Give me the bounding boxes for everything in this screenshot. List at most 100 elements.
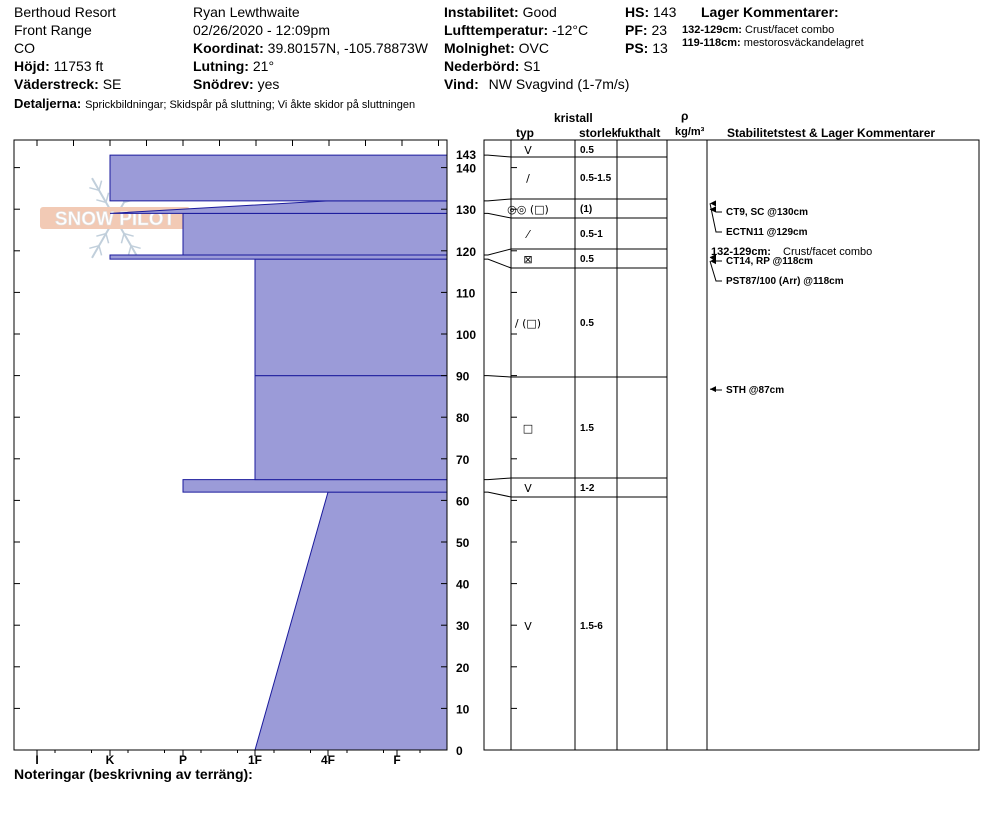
datetime: 02/26/2020 - 12:09pm bbox=[193, 22, 330, 38]
height-label: 100 bbox=[456, 328, 476, 342]
grain-type-2: □ bbox=[523, 422, 533, 435]
hardness-label: 4F bbox=[321, 753, 335, 767]
hardness-label: 1F bbox=[248, 753, 262, 767]
grain-type-1: V bbox=[524, 482, 532, 495]
stability-test-3: PST87/100 (Arr) @118cm bbox=[726, 276, 844, 287]
height-label: 50 bbox=[456, 536, 470, 550]
air-temp-label: Lufttemperatur: bbox=[444, 22, 549, 38]
height-label: 140 bbox=[456, 162, 476, 176]
sky-row: Molnighet: OVC bbox=[444, 40, 549, 56]
height-label: 20 bbox=[456, 661, 470, 675]
elevation-label: Höjd: bbox=[14, 58, 50, 74]
hardness-layer-2 bbox=[254, 375, 448, 481]
depth-connector bbox=[484, 154, 512, 158]
grain-type-7: / bbox=[526, 172, 530, 185]
grain-size-0: 1.5-6 bbox=[580, 621, 603, 632]
layer-comment-1: 132-129cm: Crust/facet combo bbox=[682, 24, 834, 37]
state: CO bbox=[14, 40, 35, 56]
ps-label: PS: bbox=[625, 40, 649, 56]
aspect-value: SE bbox=[102, 76, 122, 92]
details-row: Detaljerna: Sprickbildningar; Skidspår p… bbox=[14, 95, 415, 113]
coord-value: 39.80157N, -105.78873W bbox=[267, 40, 428, 56]
height-label: 110 bbox=[456, 286, 476, 300]
pf-label: PF: bbox=[625, 22, 648, 38]
wind-loading-value: yes bbox=[257, 76, 280, 92]
wind-value: NW Svagvind (1-7m/s) bbox=[488, 76, 630, 92]
range: Front Range bbox=[14, 22, 92, 38]
details-value: Sprickbildningar; Skidspår på sluttning;… bbox=[85, 99, 416, 111]
stability-test-2: CT14, RP @118cm bbox=[726, 256, 813, 267]
hardness-layer-0 bbox=[254, 491, 448, 751]
test-arrow-0 bbox=[710, 206, 716, 213]
col-stability: Stabilitetstest & Lager Kommentarer bbox=[727, 126, 936, 140]
precip-row: Nederbörd: S1 bbox=[444, 58, 540, 74]
hardness-layer-5 bbox=[182, 212, 448, 256]
hardness-label: P bbox=[179, 753, 187, 767]
height-label: 120 bbox=[456, 245, 476, 259]
hs-label: HS: bbox=[625, 4, 650, 20]
grain-type-0: V bbox=[524, 620, 532, 633]
wind-loading-row: Snödrev: yes bbox=[193, 76, 279, 92]
hs-value: 143 bbox=[653, 4, 677, 20]
pf-row: PF: 23 bbox=[625, 22, 667, 38]
height-label: 130 bbox=[456, 203, 476, 217]
layer-comment-2-range: 119-118cm: bbox=[682, 37, 741, 49]
aspect-row: Väderstreck: SE bbox=[14, 76, 121, 92]
layer-comment-2-text: mestorosväckandelagret bbox=[743, 37, 864, 49]
hardness-frame bbox=[13, 139, 448, 751]
depth-connector bbox=[484, 258, 512, 269]
coord-label: Koordinat: bbox=[193, 40, 264, 56]
test-leader-3 bbox=[709, 260, 722, 282]
elevation-row: Höjd: 11753 ft bbox=[14, 58, 103, 74]
stability-test-1: ECTN11 @129cm bbox=[726, 227, 808, 238]
depth-connector bbox=[484, 248, 512, 256]
grain-type-8: V bbox=[524, 144, 532, 157]
stability-test-0: CT9, SC @130cm bbox=[726, 207, 808, 218]
col-size: storlek bbox=[579, 126, 617, 140]
col-crystal: kristall bbox=[554, 111, 593, 125]
stability-test-4: STH @87cm bbox=[726, 385, 784, 396]
height-label: 0 bbox=[456, 744, 463, 758]
grain-size-4: 0.5 bbox=[580, 254, 594, 265]
ps-row: PS: 13 bbox=[625, 40, 668, 56]
slope-row: Lutning: 21° bbox=[193, 58, 274, 74]
grid-frame bbox=[483, 139, 980, 751]
slope-label: Lutning: bbox=[193, 58, 249, 74]
aspect-label: Väderstreck: bbox=[14, 76, 99, 92]
hardness-label: K bbox=[106, 753, 115, 767]
depth-connector bbox=[484, 212, 512, 219]
wind-row: Vind: NW Svagvind (1-7m/s) bbox=[444, 76, 629, 92]
height-label: 60 bbox=[456, 494, 470, 508]
sky-value: OVC bbox=[518, 40, 549, 56]
ps-value: 13 bbox=[652, 40, 668, 56]
depth-connector bbox=[484, 375, 512, 378]
notes-label: Noteringar (beskrivning av terräng): bbox=[14, 766, 253, 782]
stability-value: Good bbox=[522, 4, 557, 20]
test-arrow-2 bbox=[710, 254, 716, 261]
col-density-unit: kg/m³ bbox=[675, 126, 705, 138]
height-label: 40 bbox=[456, 578, 470, 592]
col-moisture: fukthalt bbox=[617, 126, 661, 140]
location: Berthoud Resort bbox=[14, 4, 116, 20]
details-label: Detaljerna: bbox=[14, 96, 82, 111]
hardness-label: I bbox=[35, 753, 38, 767]
depth-connector bbox=[484, 198, 512, 202]
layer-comment-2: 119-118cm: mestorosväckandelagret bbox=[682, 37, 864, 50]
test-arrow-1 bbox=[710, 200, 716, 207]
layer-comment-1-range: 132-129cm: bbox=[682, 24, 742, 36]
grain-type-5: ⁄ bbox=[524, 228, 531, 241]
grain-size-2: 1.5 bbox=[580, 423, 594, 434]
grain-size-3: 0.5 bbox=[580, 318, 594, 329]
grain-size-5: 0.5-1 bbox=[580, 229, 603, 240]
observer: Ryan Lewthwaite bbox=[193, 4, 300, 20]
height-label: 90 bbox=[456, 370, 470, 384]
height-label: 30 bbox=[456, 619, 470, 633]
height-label: 80 bbox=[456, 411, 470, 425]
grain-type-6: ◎◎ (□) bbox=[507, 203, 549, 216]
sky-label: Molnighet: bbox=[444, 40, 515, 56]
hs-row: HS: 143 bbox=[625, 4, 676, 20]
pf-value: 23 bbox=[651, 22, 668, 38]
depth-connector bbox=[484, 477, 512, 481]
coord-row: Koordinat: 39.80157N, -105.78873W bbox=[193, 40, 428, 56]
hardness-layer-7 bbox=[109, 154, 448, 202]
